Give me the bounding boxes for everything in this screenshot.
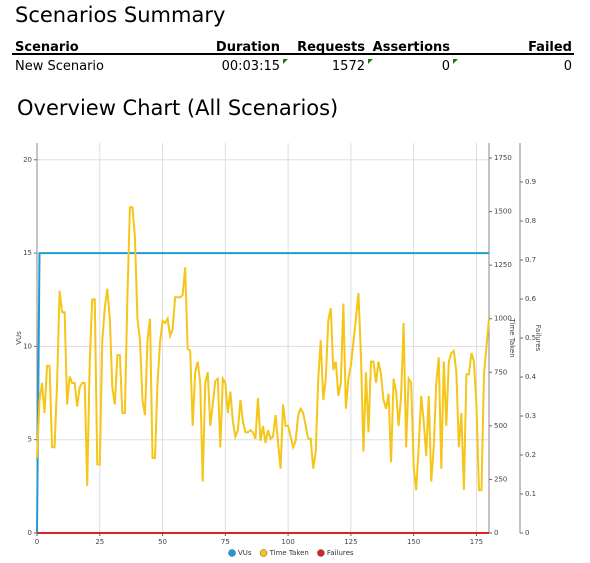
- y3-tick-label: 0.7: [525, 256, 536, 264]
- summary-title: Scenarios Summary: [15, 3, 225, 27]
- y2-tick-label: 500: [494, 422, 507, 430]
- legend-label: Failures: [327, 549, 354, 557]
- y2-tick-label: 0: [494, 529, 498, 537]
- x-tick-label: 50: [158, 538, 167, 546]
- x-tick-label: 0: [35, 538, 39, 546]
- x-tick-label: 175: [470, 538, 483, 546]
- chart-title: Overview Chart (All Scenarios): [17, 96, 338, 120]
- y3-axis-label: Failures: [534, 325, 542, 352]
- cell-marker: [368, 59, 373, 64]
- series-line: [36, 206, 490, 492]
- y-tick-label: 0: [28, 529, 32, 537]
- column-header: Requests: [297, 40, 365, 55]
- y2-tick-label: 750: [494, 368, 507, 376]
- y-tick-label: 10: [23, 342, 32, 350]
- y-axis-label: VUs: [15, 331, 23, 345]
- y3-tick-label: 0.2: [525, 451, 536, 459]
- y2-axis-label: Time Taken: [508, 317, 516, 357]
- legend-marker: [228, 549, 236, 557]
- y3-tick-label: 0.8: [525, 217, 536, 225]
- y2-tick-label: 1250: [494, 261, 512, 269]
- legend-marker: [259, 549, 268, 557]
- column-header: Duration: [216, 40, 280, 55]
- y-tick-label: 5: [28, 436, 32, 444]
- y3-tick-label: 0.1: [525, 490, 536, 498]
- cell: New Scenario: [15, 59, 104, 74]
- y3-tick-label: 0.4: [525, 373, 537, 381]
- y2-tick-label: 1750: [494, 154, 512, 162]
- legend-label: Time Taken: [269, 549, 309, 557]
- column-header: Assertions: [373, 40, 451, 55]
- column-header: Failed: [528, 40, 572, 55]
- y3-tick-label: 0.3: [525, 412, 536, 420]
- legend-marker: [317, 549, 325, 557]
- x-tick-label: 125: [344, 538, 357, 546]
- x-tick-label: 100: [281, 538, 294, 546]
- cell: 1572: [332, 59, 365, 74]
- y2-tick-label: 250: [494, 475, 507, 483]
- x-tick-label: 25: [95, 538, 104, 546]
- y3-tick-label: 0: [525, 529, 529, 537]
- x-tick-label: 150: [407, 538, 420, 546]
- y-tick-label: 20: [23, 156, 32, 164]
- cell-marker: [283, 59, 288, 64]
- cell: 0: [442, 59, 450, 74]
- column-header: Scenario: [15, 40, 79, 55]
- legend-label: VUs: [238, 549, 252, 557]
- y2-tick-label: 1500: [494, 208, 512, 216]
- y2-tick-label: 1000: [494, 315, 512, 323]
- cell-marker: [453, 59, 458, 64]
- y-tick-label: 15: [23, 249, 32, 257]
- y3-tick-label: 0.9: [525, 178, 536, 186]
- y3-tick-label: 0.5: [525, 334, 536, 342]
- x-tick-label: 75: [221, 538, 230, 546]
- chart: 0 25 50 75 100 125 150 175051015200250500750100…: [15, 143, 542, 557]
- y3-tick-label: 0.6: [525, 295, 537, 303]
- cell: 00:03:15: [222, 59, 280, 74]
- series-line: [36, 252, 489, 534]
- cell: 0: [564, 59, 572, 74]
